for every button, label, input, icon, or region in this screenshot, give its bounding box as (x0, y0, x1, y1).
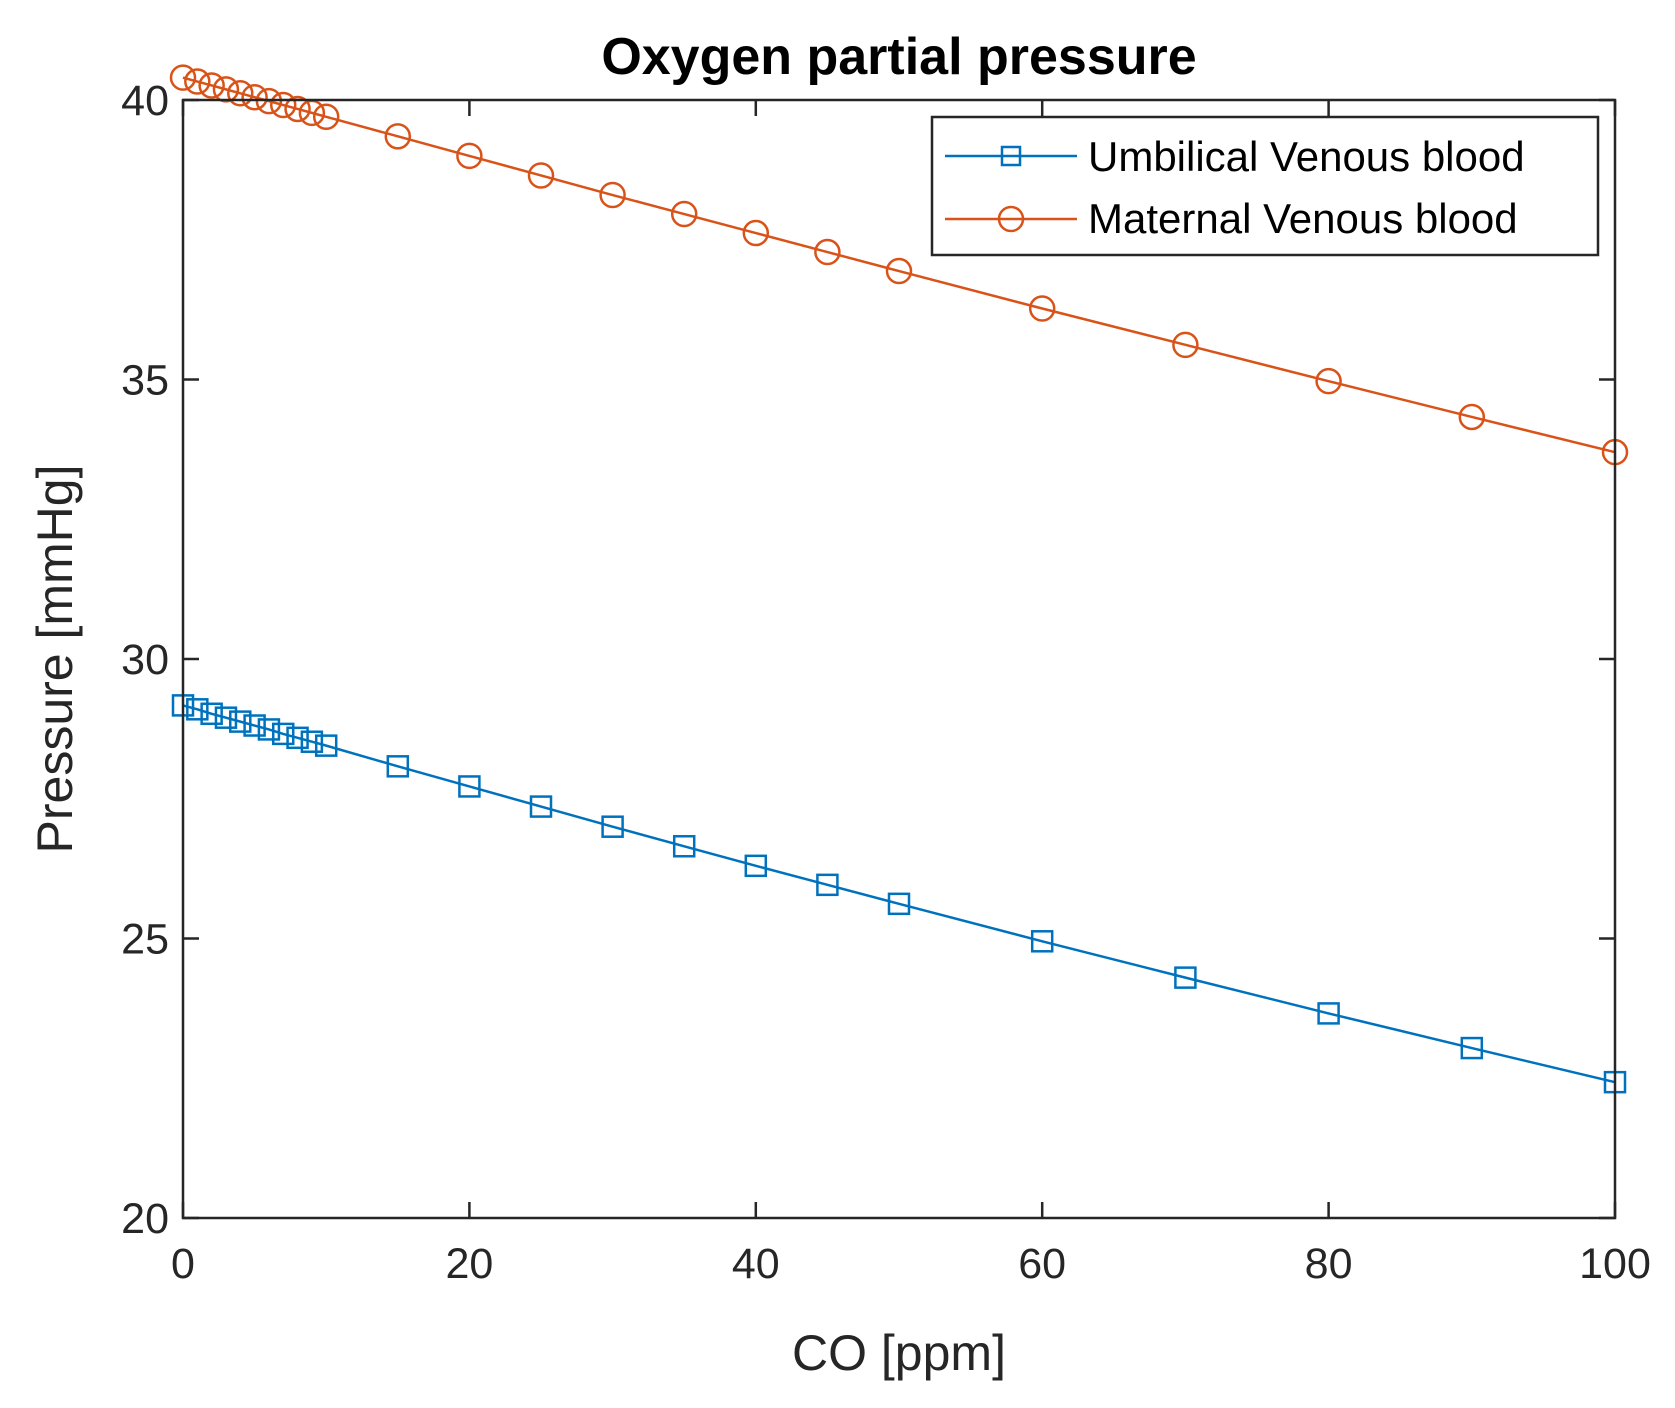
data-point (200, 702, 223, 726)
data-point (529, 795, 553, 818)
legend-label-umbilical: Umbilical Venous blood (1088, 133, 1525, 180)
data-point (599, 181, 626, 209)
data-point (384, 123, 412, 150)
data-point (186, 698, 209, 721)
data-point (229, 710, 252, 733)
data-point (1458, 403, 1486, 431)
y-tick-label: 30 (121, 636, 169, 684)
data-point (670, 200, 698, 228)
legend: Umbilical Venous blood Maternal Venous b… (930, 115, 1600, 257)
data-point (1315, 367, 1342, 395)
data-point (169, 64, 197, 91)
data-point (300, 730, 324, 753)
data-point (887, 892, 911, 916)
x-tick-label: 40 (732, 1240, 780, 1288)
data-point (458, 775, 481, 798)
data-point (198, 72, 225, 99)
data-point (212, 76, 240, 103)
data-point (816, 873, 839, 897)
legend-label-maternal: Maternal Venous blood (1088, 195, 1518, 242)
y-tick-label: 20 (121, 1195, 169, 1243)
data-point (1174, 966, 1197, 989)
data-point (184, 68, 211, 95)
x-tick-label: 100 (1579, 1240, 1651, 1288)
series-maternal (169, 64, 1629, 466)
x-tick-label: 0 (171, 1240, 195, 1288)
x-tick-label: 80 (1305, 1240, 1353, 1288)
data-point (1028, 295, 1056, 322)
legend-marker-umbilical (1000, 145, 1022, 167)
data-point (1317, 1002, 1340, 1025)
data-point (601, 815, 624, 838)
data-point (742, 219, 770, 247)
data-point (456, 142, 483, 170)
y-tick-label: 25 (121, 916, 169, 964)
x-axis-label: CO [ppm] (792, 1325, 1006, 1381)
data-point (672, 835, 696, 858)
y-tick-label: 40 (121, 77, 169, 125)
axes-box (181, 98, 1617, 1220)
data-point (1030, 930, 1054, 953)
y-tick-label: 35 (121, 357, 169, 405)
chart-title: Oxygen partial pressure (601, 28, 1196, 86)
data-point (885, 257, 913, 285)
data-point (241, 83, 268, 111)
data-point (1172, 331, 1199, 359)
data-point (527, 162, 555, 189)
data-point (1460, 1036, 1484, 1060)
series-layer (169, 64, 1629, 1094)
x-tick-label: 20 (445, 1240, 493, 1288)
data-point (271, 722, 295, 746)
y-axis-label: Pressure [mmHg] (27, 465, 83, 854)
data-point (312, 103, 340, 131)
legend-marker-maternal (997, 205, 1025, 233)
data-point (386, 755, 410, 778)
data-point (257, 718, 281, 741)
legend-box (930, 115, 1600, 257)
data-point (284, 95, 311, 123)
plot-area (183, 100, 1615, 1218)
data-point (269, 91, 297, 119)
x-tick-label: 60 (1018, 1240, 1066, 1288)
data-point (243, 714, 266, 737)
data-point (744, 854, 768, 878)
data-point (227, 80, 254, 107)
data-point (814, 238, 841, 266)
series-line (182, 704, 1616, 1084)
data-point (214, 706, 238, 729)
data-point (286, 726, 309, 750)
data-point (314, 734, 338, 757)
